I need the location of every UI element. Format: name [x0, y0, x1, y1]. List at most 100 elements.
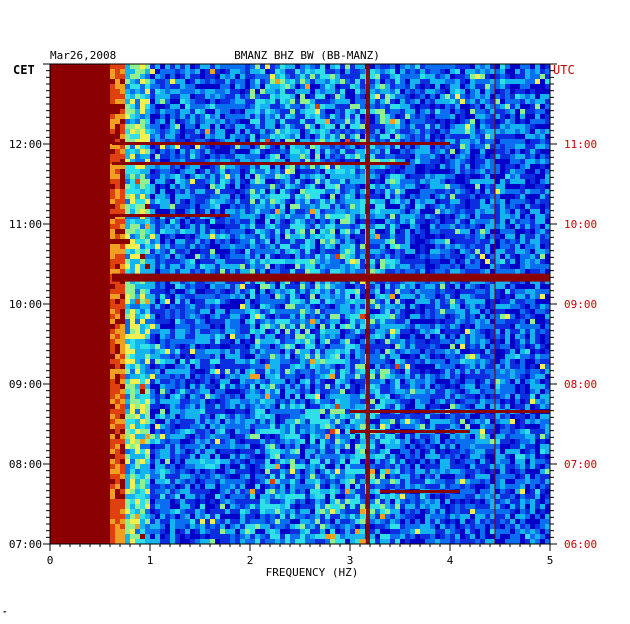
heatmap-cell	[185, 309, 190, 314]
heatmap-cell	[220, 224, 225, 229]
heatmap-cell	[230, 269, 235, 274]
heatmap-cell	[395, 209, 400, 214]
heatmap-cell	[415, 289, 420, 294]
heatmap-cell	[285, 339, 290, 344]
heatmap-cell	[480, 189, 485, 194]
heatmap-cell	[505, 114, 510, 119]
heatmap-cell	[340, 149, 345, 154]
heatmap-cell	[405, 114, 410, 119]
heatmap-cell	[385, 109, 390, 114]
heatmap-cell	[200, 134, 205, 139]
heatmap-cell	[295, 294, 300, 299]
heatmap-cell	[120, 184, 125, 189]
heatmap-cell	[145, 244, 150, 249]
heatmap-cell	[185, 334, 190, 339]
heatmap-cell	[330, 199, 335, 204]
heatmap-cell	[360, 179, 365, 184]
heatmap-cell	[430, 249, 435, 254]
heatmap-cell	[445, 244, 450, 249]
heatmap-cell	[340, 309, 345, 314]
heatmap-cell	[280, 259, 285, 264]
heatmap-cell	[295, 89, 300, 94]
heatmap-cell	[440, 84, 445, 89]
heatmap-cell	[530, 134, 535, 139]
heatmap-cell	[330, 114, 335, 119]
heatmap-cell	[340, 119, 345, 124]
heatmap-cell	[525, 134, 530, 139]
heatmap-cell	[505, 164, 510, 169]
heatmap-cell	[260, 224, 265, 229]
heatmap-cell	[210, 319, 215, 324]
heatmap-cell	[405, 104, 410, 109]
heatmap-cell	[430, 199, 435, 204]
heatmap-cell	[140, 304, 145, 309]
heatmap-cell	[145, 249, 150, 254]
heatmap-cell	[120, 154, 125, 159]
heatmap-cell	[185, 339, 190, 344]
heatmap-cell	[175, 284, 180, 289]
heatmap-cell	[225, 304, 230, 309]
heatmap-cell	[505, 284, 510, 289]
heatmap-cell	[460, 299, 465, 304]
heatmap-cell	[440, 99, 445, 104]
heatmap-cell	[385, 344, 390, 349]
heatmap-cell	[170, 319, 175, 324]
heatmap-cell	[400, 219, 405, 224]
heatmap-cell	[335, 99, 340, 104]
heatmap-cell	[140, 179, 145, 184]
heatmap-cell	[330, 339, 335, 344]
heatmap-cell	[545, 304, 550, 309]
heatmap-cell	[485, 84, 490, 89]
heatmap-cell	[210, 309, 215, 314]
heatmap-cell	[485, 169, 490, 174]
heatmap-cell	[180, 309, 185, 314]
heatmap-cell	[250, 334, 255, 339]
heatmap-cell	[110, 299, 115, 304]
heatmap-cell	[150, 109, 155, 114]
heatmap-cell	[450, 289, 455, 294]
heatmap-cell	[325, 324, 330, 329]
heatmap-cell	[115, 174, 120, 179]
heatmap-cell	[470, 119, 475, 124]
heatmap-cell	[140, 169, 145, 174]
heatmap-cell	[220, 174, 225, 179]
heatmap-cell	[530, 254, 535, 259]
heatmap-cell	[460, 89, 465, 94]
heatmap-cell	[415, 239, 420, 244]
heatmap-cell	[310, 204, 315, 209]
heatmap-cell	[380, 179, 385, 184]
heatmap-cell	[140, 84, 145, 89]
heatmap-cell	[345, 304, 350, 309]
heatmap-cell	[440, 294, 445, 299]
heatmap-cell	[520, 109, 525, 114]
heatmap-cell	[140, 314, 145, 319]
heatmap-cell	[185, 289, 190, 294]
heatmap-cell	[320, 269, 325, 274]
heatmap-cell	[355, 299, 360, 304]
heatmap-cell	[170, 89, 175, 94]
heatmap-cell	[320, 169, 325, 174]
heatmap-cell	[300, 99, 305, 104]
heatmap-cell	[255, 329, 260, 334]
heatmap-cell	[145, 199, 150, 204]
heatmap-cell	[535, 79, 540, 84]
heatmap-cell	[110, 79, 115, 84]
heatmap-cell	[450, 229, 455, 234]
heatmap-cell	[320, 294, 325, 299]
heatmap-cell	[530, 79, 535, 84]
heatmap-cell	[420, 309, 425, 314]
heatmap-cell	[520, 264, 525, 269]
heatmap-cell	[355, 184, 360, 189]
heatmap-cell	[250, 224, 255, 229]
heatmap-cell	[405, 254, 410, 259]
heatmap-cell	[475, 209, 480, 214]
heatmap-cell	[135, 194, 140, 199]
heatmap-cell	[510, 304, 515, 309]
heatmap-cell	[135, 84, 140, 89]
heatmap-cell	[290, 74, 295, 79]
heatmap-cell	[455, 84, 460, 89]
heatmap-cell	[260, 264, 265, 269]
heatmap-cell	[315, 134, 320, 139]
heatmap-cell	[310, 149, 315, 154]
heatmap-cell	[190, 89, 195, 94]
